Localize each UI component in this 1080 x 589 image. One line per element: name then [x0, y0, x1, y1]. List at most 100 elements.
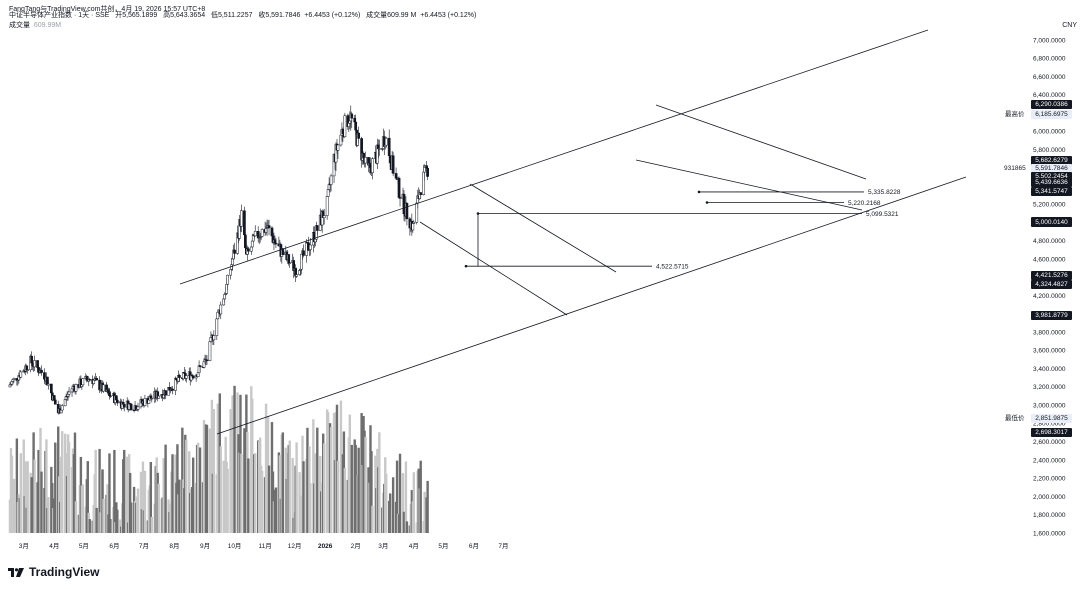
candle-body	[115, 399, 119, 404]
candle-body	[81, 378, 85, 386]
volume-bar	[102, 498, 105, 533]
volume-row-label: 成交量	[9, 22, 30, 29]
volume-bar	[178, 479, 181, 533]
volume-change: +6.4453 (+0.12%)	[420, 12, 477, 19]
x-tick-label: 2月	[351, 542, 361, 550]
trend-line	[179, 29, 929, 285]
y-tick-label: 4,800.0000	[1033, 238, 1066, 245]
candle-body	[143, 398, 147, 406]
ohlc-legend: 中证半导体产业指数 · 1天 · SSE 开5,565.1899 高5,643.…	[9, 11, 476, 20]
candle-body	[74, 384, 78, 392]
volume-bar	[309, 483, 312, 533]
brand-name: TradingView	[29, 565, 100, 579]
volume-bar	[322, 443, 326, 533]
volume-bar	[12, 478, 16, 533]
volume-row-value: 609.99M	[33, 22, 62, 29]
currency-label: CNY	[1062, 22, 1077, 29]
volume-bar	[86, 461, 89, 533]
y-tick-label: 3,800.0000	[1033, 329, 1066, 336]
price-axis-label: 5,682.6279	[1031, 155, 1072, 165]
y-tick-label: 1,600.0000	[1033, 530, 1066, 537]
volume-bar	[26, 461, 29, 533]
candle-body	[419, 192, 423, 195]
price-axis-label: 5,439.6636	[1031, 177, 1072, 187]
x-tick-label: 2026	[318, 543, 333, 550]
volume-bar	[123, 449, 126, 533]
candle-body	[109, 395, 112, 397]
volume-bar	[426, 480, 429, 533]
horizontal-level-anchor	[464, 264, 468, 268]
volume-bar	[378, 432, 381, 533]
y-tick-label: 2,400.0000	[1033, 457, 1066, 464]
price-axis-label: 4,421.5276	[1031, 270, 1072, 280]
candle-body	[309, 244, 312, 250]
volume-bar	[212, 408, 216, 533]
volume-bar	[45, 439, 48, 533]
volume-bar	[401, 473, 405, 533]
x-tick-label: 7月	[498, 542, 508, 550]
volume-bar	[298, 472, 301, 533]
candle-body	[147, 399, 151, 404]
candle-body	[371, 158, 374, 174]
candle-body	[397, 177, 401, 198]
price-axis-tag: 最低价	[1005, 415, 1025, 423]
price-axis-label: 2,698.3017	[1031, 428, 1072, 438]
x-tick-label: 5月	[438, 542, 448, 550]
trend-line	[469, 183, 617, 273]
volume-bar	[226, 468, 229, 533]
tradingview-logo[interactable]: TradingView	[8, 565, 99, 579]
volume-bar	[109, 519, 112, 533]
volume-bar	[33, 459, 36, 533]
volume-bar	[260, 470, 264, 533]
x-tick-label: 6月	[469, 542, 479, 550]
candle-body	[40, 369, 43, 373]
trend-line	[635, 159, 863, 211]
volume-bar	[108, 453, 111, 533]
candle-body	[329, 175, 333, 185]
volume-bar	[371, 505, 374, 533]
volume-bar	[40, 471, 43, 533]
x-tick-label: 12月	[288, 542, 302, 550]
volume-bar	[191, 457, 195, 533]
candle-body	[219, 304, 223, 315]
volume-bar	[150, 516, 154, 533]
candle-body	[208, 341, 212, 361]
volume-bar	[388, 493, 392, 533]
high-label: 高	[163, 12, 171, 19]
change-value: +6.4453 (+0.12%)	[304, 12, 361, 19]
x-tick-label: 8月	[169, 542, 179, 550]
volume-bar	[54, 442, 57, 533]
candle-body	[121, 402, 125, 405]
volume-bar	[162, 458, 165, 533]
volume-bar	[208, 428, 212, 533]
volume-bar	[157, 483, 160, 533]
candle-body	[157, 395, 161, 399]
candle-body	[33, 360, 36, 368]
candle-body	[150, 397, 154, 400]
volume-bar	[88, 519, 91, 533]
candle-body	[350, 113, 354, 119]
low-label: 低	[210, 12, 218, 19]
volume-bar	[205, 424, 209, 533]
close-label: 收	[258, 12, 266, 19]
volume-bar	[295, 442, 298, 533]
price-axis-label: 4,324.4827	[1031, 279, 1072, 289]
volume-bar	[116, 509, 119, 533]
volume-bar	[149, 462, 153, 533]
volume-bar	[251, 398, 254, 533]
y-tick-label: 5,800.0000	[1033, 147, 1066, 154]
x-tick-label: 6月	[109, 542, 119, 550]
volume-bar	[398, 453, 402, 533]
symbol-title: 中证半导体产业指数 · 1天 · SSE	[9, 12, 110, 19]
candle-body	[384, 137, 388, 146]
volume-bar	[264, 403, 268, 533]
candle-body	[398, 197, 402, 199]
volume-bar	[171, 454, 174, 533]
candle-body	[246, 248, 250, 252]
y-tick-label: 5,200.0000	[1033, 202, 1066, 209]
horizontal-level-label: 5,099.5321	[866, 211, 899, 218]
price-axis-label: 6,185.6975	[1031, 109, 1072, 119]
volume-value: 609.99 M	[387, 12, 417, 19]
open-value: 5,565.1899	[122, 12, 158, 19]
